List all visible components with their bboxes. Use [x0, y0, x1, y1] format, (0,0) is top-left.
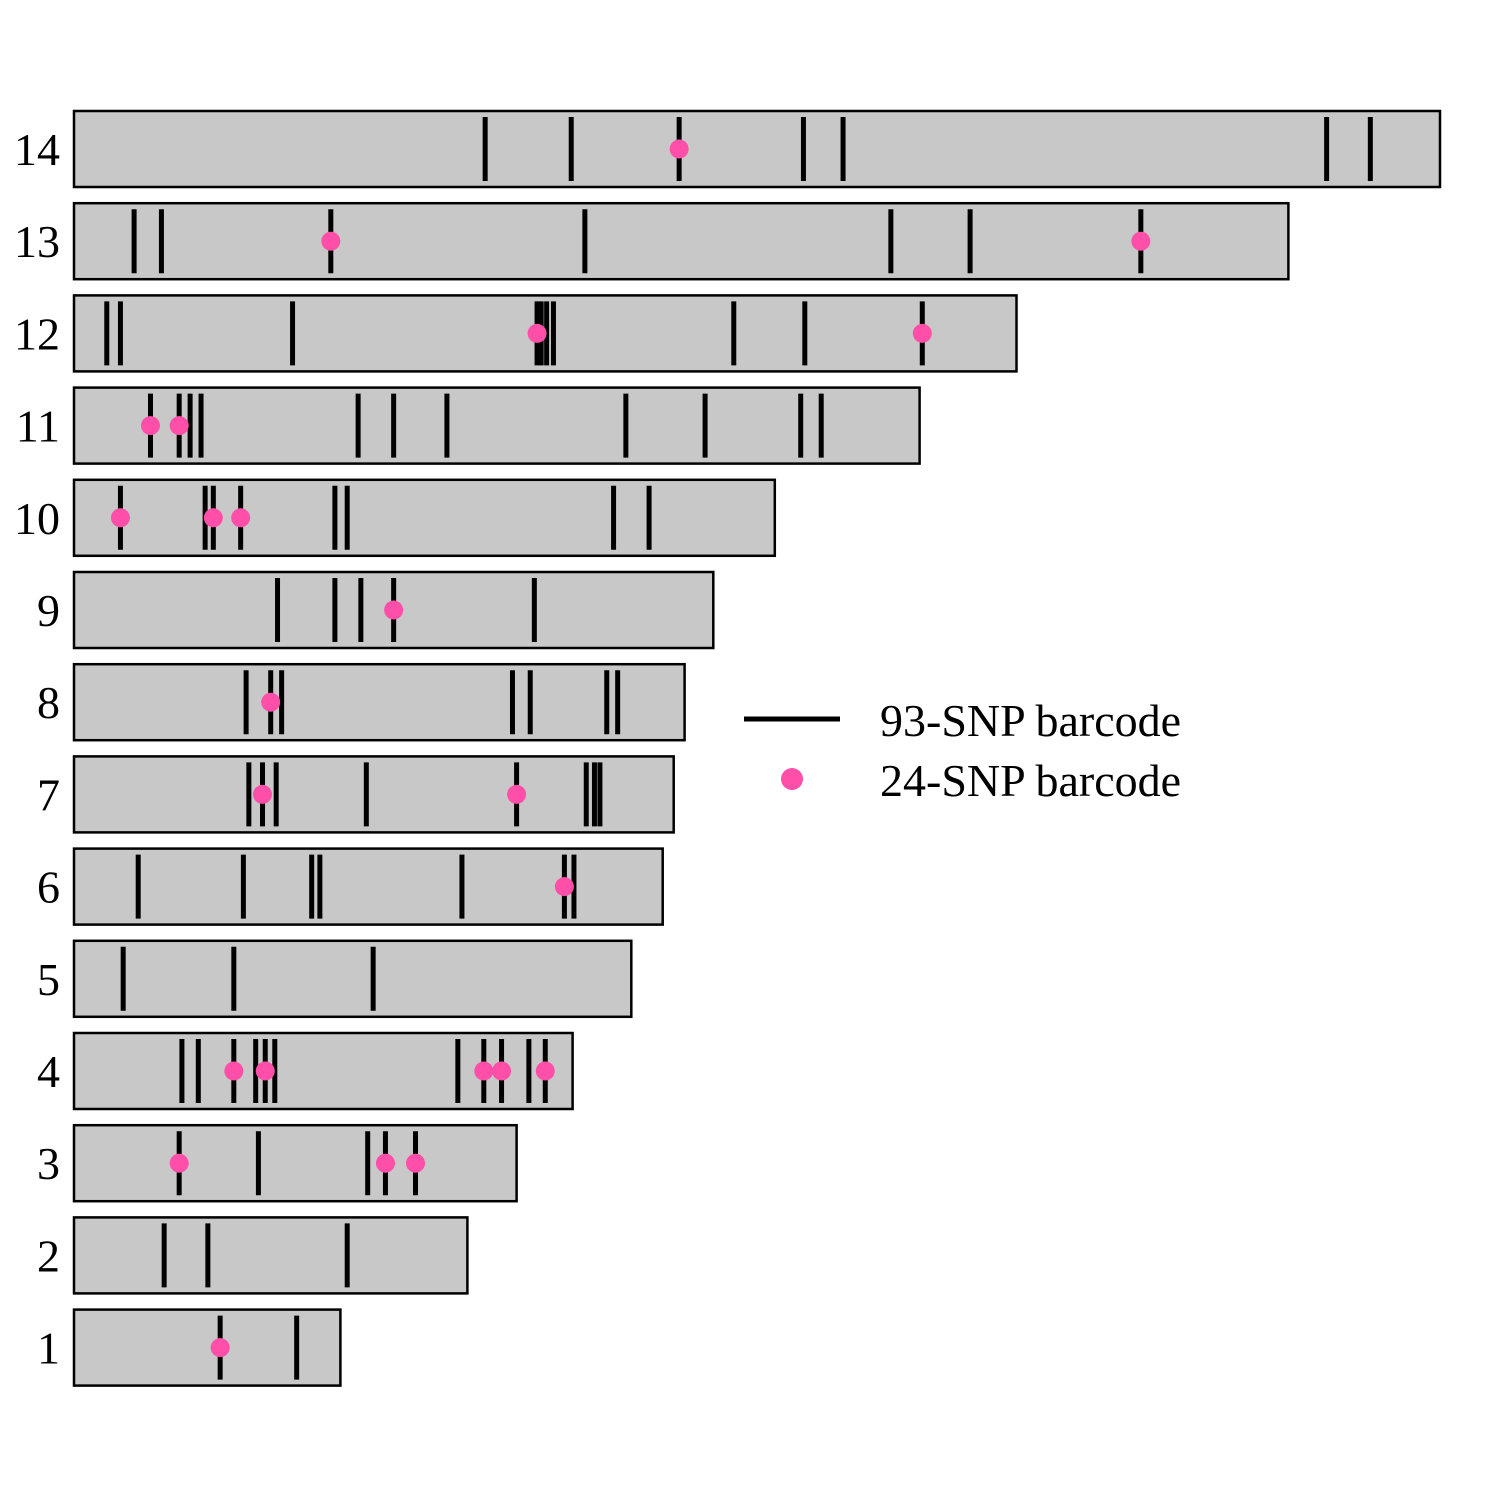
- chromosome-label-7: 7: [37, 769, 60, 820]
- snp24-marker: [492, 1061, 512, 1081]
- chromosome-bar-11: [72, 386, 921, 465]
- chromosome-bar-7: [72, 755, 675, 834]
- legend: 93-SNP barcode 24-SNP barcode: [744, 695, 1181, 806]
- legend-snp93-label: 93-SNP barcode: [880, 695, 1181, 746]
- chromosome-row-11: 11: [16, 386, 921, 465]
- chromosome-label-11: 11: [16, 401, 60, 452]
- snp24-marker: [169, 1153, 189, 1173]
- chromosome-row-5: 5: [37, 939, 633, 1019]
- chromosome-row-1: 1: [37, 1308, 342, 1387]
- snp24-marker: [474, 1061, 494, 1081]
- chromosome-bar-14: [72, 109, 1442, 189]
- snp24-marker: [384, 600, 404, 620]
- chromosome-row-12: 12: [14, 294, 1018, 373]
- chromosome-row-2: 2: [37, 1216, 469, 1295]
- snp24-marker: [261, 692, 281, 712]
- snp24-marker: [527, 323, 547, 343]
- snp24-marker: [507, 784, 527, 804]
- snp24-marker: [169, 416, 189, 436]
- snp24-marker: [203, 508, 223, 528]
- chromosome-label-10: 10: [14, 493, 60, 544]
- snp24-marker: [231, 508, 251, 528]
- chromosome-rows: 14 13 12 11 10 9 8 7 6 5 4 3 2 1: [14, 109, 1442, 1387]
- chromosome-row-13: 13: [14, 201, 1290, 281]
- chromosome-label-6: 6: [37, 862, 60, 913]
- chromosome-row-3: 3: [37, 1123, 518, 1203]
- chromosome-bar-5: [72, 939, 633, 1019]
- chromosome-label-5: 5: [37, 954, 60, 1005]
- snp24-marker: [321, 231, 341, 251]
- chromosome-label-3: 3: [37, 1138, 60, 1189]
- snp24-marker: [535, 1061, 555, 1081]
- chromosome-row-9: 9: [37, 570, 715, 650]
- legend-snp24-label: 24-SNP barcode: [880, 755, 1181, 806]
- chromosome-label-14: 14: [14, 124, 60, 175]
- chromosome-row-8: 8: [37, 662, 686, 742]
- snp24-marker: [669, 139, 689, 159]
- chromosome-bar-1: [72, 1308, 342, 1387]
- chromosome-label-12: 12: [14, 308, 60, 359]
- snp24-marker: [375, 1153, 395, 1173]
- snp24-marker: [1131, 231, 1151, 251]
- chromosome-row-10: 10: [14, 478, 777, 558]
- chromosome-label-8: 8: [37, 677, 60, 728]
- chromosome-bar-8: [72, 662, 686, 742]
- chromosome-bar-2: [72, 1216, 469, 1295]
- chromosome-row-7: 7: [37, 755, 675, 834]
- chromosome-label-1: 1: [37, 1323, 60, 1374]
- chromosome-label-13: 13: [14, 216, 60, 267]
- chromosome-bar-3: [72, 1123, 518, 1203]
- chromosome-label-4: 4: [37, 1046, 60, 1097]
- snp24-marker: [406, 1153, 425, 1173]
- snp24-marker: [253, 784, 273, 804]
- snp24-marker: [210, 1338, 230, 1358]
- snp24-marker: [912, 323, 932, 343]
- snp24-marker: [255, 1061, 275, 1081]
- chromosome-bar-13: [72, 201, 1290, 281]
- chromosome-row-14: 14: [14, 109, 1442, 189]
- snp24-marker: [224, 1061, 244, 1081]
- chromosome-label-9: 9: [37, 585, 60, 636]
- chromosome-row-4: 4: [37, 1031, 574, 1111]
- chromosome-bar-10: [72, 478, 777, 558]
- chromosome-row-6: 6: [37, 847, 664, 926]
- snp24-marker: [554, 877, 574, 897]
- chromosome-label-2: 2: [37, 1230, 60, 1281]
- legend-snp24-swatch: [781, 768, 803, 790]
- snp24-marker: [110, 508, 130, 528]
- snp24-marker: [140, 416, 160, 436]
